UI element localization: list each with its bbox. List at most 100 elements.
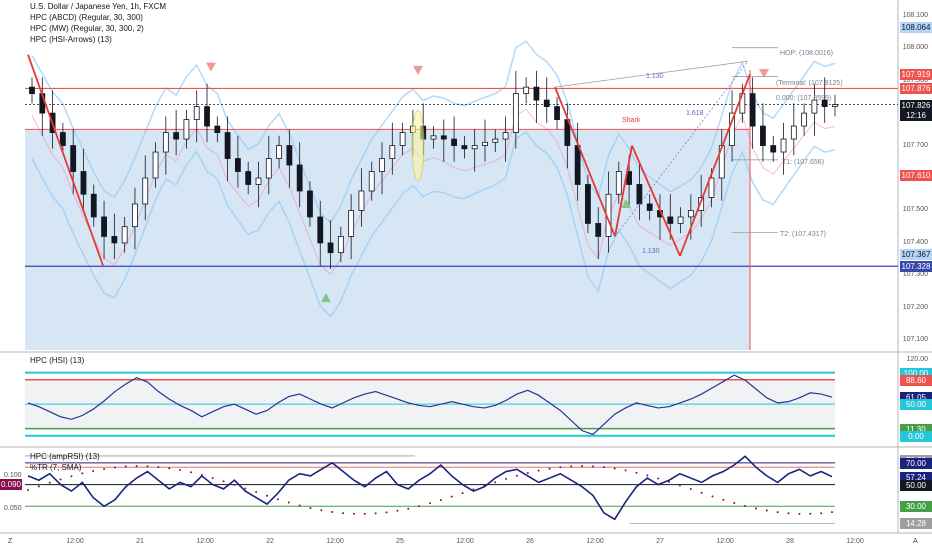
price-tag: 107.826 (900, 99, 932, 111)
tr-dot (135, 465, 138, 468)
candle (132, 187, 138, 250)
price-tag: 107.610 (900, 169, 932, 181)
candle (389, 122, 396, 175)
pattern-leg-5 (679, 73, 751, 257)
candle (337, 226, 344, 263)
tr-dot (81, 472, 84, 475)
candle (482, 119, 488, 162)
terminal-annotation: (Terminal: (107.9125) (776, 80, 843, 87)
amp-tag: 30.00 (900, 501, 932, 513)
tr-dot (700, 491, 703, 494)
shark-annotation: Shark (622, 117, 641, 124)
tr-dot (657, 477, 660, 480)
auto-scale-corner[interactable]: A (913, 538, 918, 545)
fib-low-annotation: 1.130 (642, 248, 660, 255)
tr-dot (461, 492, 464, 495)
price-tag: 107.328 (900, 261, 932, 273)
indicator-hsi-arrows-label[interactable]: HPC (HSI-Arrows) (13) (30, 35, 112, 44)
price-tick: 107.500 (902, 206, 928, 214)
tr-dot (189, 471, 192, 474)
candle (111, 213, 118, 260)
time-tick: 27 (656, 538, 664, 545)
price-tick: 107.400 (902, 238, 928, 246)
tr-dot (668, 480, 671, 483)
candle (749, 77, 756, 149)
tr-dot (450, 495, 453, 498)
tr-dot (168, 467, 171, 470)
candle (379, 142, 385, 195)
price-tick: 108.100 (902, 11, 928, 19)
candle (204, 83, 210, 143)
hsi-tag: 0.00 (900, 430, 932, 442)
candle (399, 122, 406, 156)
tr-dot (331, 510, 334, 513)
tr-dot (244, 487, 247, 490)
candle (760, 103, 766, 162)
fib-top-connector (554, 60, 749, 88)
amp-tag: 57.24 (900, 471, 932, 483)
tr-dot (200, 473, 203, 476)
candle (595, 207, 602, 260)
candle (307, 181, 313, 227)
candle (59, 122, 66, 156)
lower-band (31, 131, 836, 318)
tr-dot (418, 505, 421, 508)
tr-dot (113, 466, 116, 469)
tr-dot (103, 467, 106, 470)
time-tick: 12:00 (196, 538, 214, 545)
hsi-pane-title[interactable]: HPC (HSI) (13) (30, 356, 85, 365)
tr-dot (222, 480, 225, 483)
tr-dot (733, 501, 736, 504)
sell-arrow (413, 65, 423, 75)
tr-dot (483, 484, 486, 487)
candle (801, 103, 808, 136)
tr-dot (624, 469, 627, 472)
tr-dot (59, 478, 62, 481)
tr-dot (820, 512, 823, 515)
candle (245, 161, 252, 195)
tr-dot (309, 507, 312, 510)
pattern-leg-4 (631, 145, 681, 257)
fib-diagonal (614, 60, 749, 237)
amp-tag: 14.28 (900, 518, 932, 530)
candle (615, 161, 622, 204)
tr-dot (776, 511, 779, 514)
time-tick: 12:00 (326, 538, 344, 545)
indicator-mw-label[interactable]: HPC (MW) (Regular, 30, 300, 2) (30, 24, 144, 33)
time-tick: 12:00 (586, 538, 604, 545)
tr-dot (548, 467, 551, 470)
candle (234, 135, 241, 188)
price-tick: 107.300 (902, 271, 928, 279)
tr-dot (831, 511, 833, 514)
candle (80, 148, 87, 211)
amp-left-tick-1: 0.100 (4, 472, 22, 479)
tr-dot (494, 481, 497, 484)
candle (471, 129, 478, 172)
candle (492, 129, 499, 153)
tr-dot (92, 469, 95, 472)
candle (687, 194, 694, 240)
candle (39, 77, 46, 136)
timezone-corner[interactable]: Z (8, 538, 13, 545)
hop-annotation: HOP: (108.0016) (780, 50, 833, 57)
hsi-tag: 100.00 (900, 367, 932, 379)
amp-pane-subtitle[interactable]: %TR (7, SMA) (30, 463, 82, 472)
candle (543, 77, 550, 123)
hsi-line (27, 374, 833, 436)
candle (276, 135, 282, 169)
tr-dot (276, 498, 279, 501)
indicator-abcd-label[interactable]: HPC (ABCD) (Regular, 30, 300) (30, 13, 143, 22)
tr-dot (48, 481, 51, 484)
tr-dot (211, 477, 214, 480)
tr-dot (613, 467, 616, 470)
candle (780, 122, 787, 175)
tr-dot (396, 509, 399, 512)
price-tag: 108.064 (900, 22, 932, 34)
amp-pane-title[interactable]: HPC (ampRSI) (13) (30, 452, 100, 461)
tr-dot (678, 484, 681, 487)
fib-top-annotation: 1.130 (646, 73, 664, 80)
candle (770, 135, 777, 162)
time-tick: 26 (526, 538, 534, 545)
